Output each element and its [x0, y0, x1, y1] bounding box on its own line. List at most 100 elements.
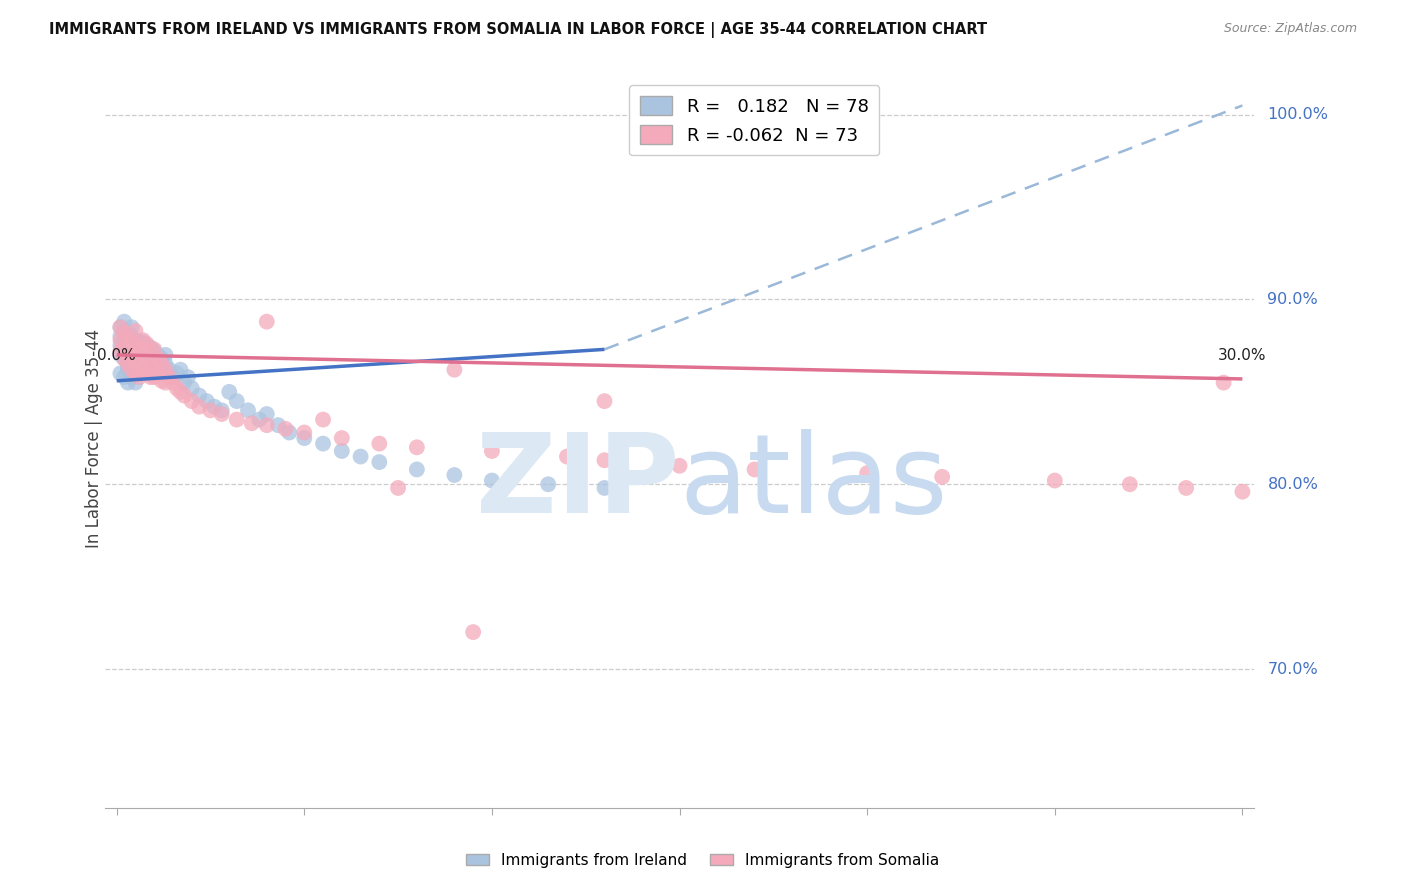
Point: [139, 362, 162, 376]
Point: [169, 384, 191, 399]
Point: [110, 320, 132, 334]
Legend: Immigrants from Ireland, Immigrants from Somalia: Immigrants from Ireland, Immigrants from…: [460, 847, 946, 873]
Point: [157, 362, 180, 376]
Point: [211, 407, 233, 421]
Point: [143, 370, 166, 384]
Point: [135, 350, 157, 364]
Point: [124, 376, 146, 390]
Legend: R =   0.182   N = 78, R = -0.062  N = 73: R = 0.182 N = 78, R = -0.062 N = 73: [628, 85, 879, 155]
Point: [143, 343, 166, 357]
Point: [593, 453, 616, 467]
Point: [146, 367, 169, 381]
Point: [180, 394, 202, 409]
Point: [463, 625, 485, 640]
Point: [112, 339, 135, 353]
Point: [135, 360, 157, 375]
Point: [278, 425, 301, 440]
Point: [135, 339, 157, 353]
Point: [256, 315, 278, 329]
Point: [225, 394, 247, 409]
Point: [117, 336, 139, 351]
Point: [256, 407, 278, 421]
Text: 100.0%: 100.0%: [1267, 107, 1329, 122]
Point: [744, 462, 766, 476]
Text: 30.0%: 30.0%: [1218, 348, 1267, 363]
Point: [143, 355, 166, 369]
Point: [121, 329, 143, 343]
Point: [132, 344, 155, 359]
Point: [856, 466, 879, 480]
Point: [135, 351, 157, 366]
Point: [146, 348, 169, 362]
Point: [177, 370, 200, 384]
Point: [668, 458, 690, 473]
Point: [124, 360, 146, 375]
Point: [150, 374, 173, 388]
Point: [155, 362, 177, 376]
Point: [443, 468, 465, 483]
Point: [124, 333, 146, 347]
Point: [1212, 376, 1234, 390]
Point: [443, 362, 465, 376]
Point: [593, 481, 616, 495]
Text: Source: ZipAtlas.com: Source: ZipAtlas.com: [1223, 22, 1357, 36]
Point: [132, 362, 155, 376]
Point: [267, 418, 290, 433]
Point: [256, 418, 278, 433]
Point: [121, 351, 143, 366]
Point: [121, 348, 143, 362]
Point: [110, 320, 132, 334]
Point: [236, 403, 259, 417]
Point: [128, 367, 150, 381]
Point: [143, 367, 166, 381]
Point: [1043, 474, 1066, 488]
Point: [117, 362, 139, 376]
Point: [110, 329, 132, 343]
Point: [519, 448, 541, 462]
Point: [132, 348, 155, 362]
Point: [132, 333, 155, 347]
Point: [139, 357, 162, 371]
Point: [132, 362, 155, 376]
Point: [169, 362, 191, 376]
Point: [537, 477, 560, 491]
Point: [128, 370, 150, 384]
Point: [110, 333, 132, 347]
Point: [173, 388, 195, 402]
Point: [155, 357, 177, 371]
Point: [931, 470, 953, 484]
Point: [481, 444, 503, 458]
Point: [157, 370, 180, 384]
Point: [593, 394, 616, 409]
Point: [128, 344, 150, 359]
Point: [121, 370, 143, 384]
Point: [112, 315, 135, 329]
Point: [121, 362, 143, 376]
Point: [155, 348, 177, 362]
Point: [139, 370, 162, 384]
Point: [368, 436, 391, 450]
Point: [112, 333, 135, 347]
Point: [150, 357, 173, 371]
Point: [225, 412, 247, 426]
Point: [146, 351, 169, 366]
Point: [1232, 484, 1254, 499]
Point: [405, 440, 427, 454]
Point: [150, 362, 173, 376]
Point: [117, 348, 139, 362]
Point: [124, 339, 146, 353]
Text: atlas: atlas: [679, 429, 948, 536]
Point: [124, 351, 146, 366]
Point: [312, 412, 335, 426]
Point: [110, 367, 132, 381]
Point: [166, 381, 188, 395]
Point: [112, 326, 135, 340]
Point: [128, 343, 150, 357]
Point: [330, 431, 353, 445]
Point: [139, 343, 162, 357]
Point: [481, 474, 503, 488]
Point: [112, 344, 135, 359]
Point: [330, 444, 353, 458]
Point: [188, 400, 211, 414]
Point: [112, 351, 135, 366]
